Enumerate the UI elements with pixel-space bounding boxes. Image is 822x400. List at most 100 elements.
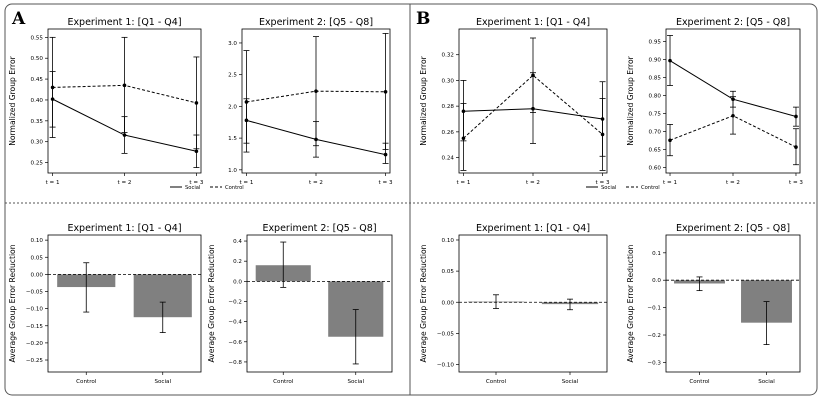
- A4-y-tick-label: −0.6: [228, 340, 242, 346]
- A4-y-tick-label: 0.2: [233, 259, 242, 265]
- B1-control-series-line: [463, 74, 603, 139]
- B3-x-tick-label: Social: [562, 379, 579, 385]
- A1-legend-label-control: Control: [225, 185, 244, 191]
- B2-y-tick-label: 0.80: [649, 94, 662, 100]
- A2-x-tick-label: t = 1: [239, 180, 253, 186]
- panel-label-a: A: [11, 9, 26, 29]
- B3-chart-title: Experiment 1: [Q1 - Q4]: [476, 223, 590, 234]
- B4-chart-title: Experiment 2: [Q5 - Q8]: [676, 223, 790, 234]
- B3-y-tick-label: 0.00: [442, 300, 455, 306]
- B2-y-tick-label: 0.75: [649, 112, 662, 118]
- A3-y-tick-label: −0.10: [26, 307, 44, 313]
- A3-x-tick-label: Control: [76, 379, 97, 385]
- A2-y-tick-label: 2.5: [228, 73, 237, 79]
- B1-x-tick-label: t = 2: [526, 180, 540, 186]
- A2-y-tick-label: 2.0: [228, 104, 237, 110]
- B2-y-tick-label: 0.65: [649, 148, 662, 154]
- B4-x-tick-label: Control: [689, 379, 710, 385]
- A3-y-tick-label: 0.05: [31, 255, 44, 261]
- B2-y-tick-label: 0.60: [649, 166, 662, 172]
- A1-x-tick-label: t = 2: [118, 180, 132, 186]
- A2-control-data-point: [314, 89, 318, 93]
- A1-y-tick-label: 0.35: [31, 119, 44, 125]
- B1-y-tick-label: 0.26: [442, 130, 455, 136]
- A2-chart-title: Experiment 2: [Q5 - Q8]: [259, 17, 373, 28]
- A1-y-tick-label: 0.45: [31, 77, 44, 83]
- A3-y-tick-label: −0.25: [26, 358, 44, 364]
- B4-y-axis-label: Average Group Error Reduction: [626, 244, 635, 362]
- A3-y-tick-label: −0.20: [26, 341, 44, 347]
- A1-y-tick-label: 0.55: [31, 35, 44, 41]
- A2-y-tick-label: 1.0: [228, 168, 237, 174]
- A1-social-data-point: [194, 149, 199, 154]
- A2-social-data-point: [383, 152, 388, 157]
- A4-y-tick-label: 0.0: [233, 279, 242, 285]
- A3-y-tick-label: 0.00: [31, 272, 44, 278]
- B1-y-tick-label: 0.30: [442, 78, 455, 84]
- B3-y-tick-label: 0.10: [442, 238, 455, 244]
- A2-y-tick-label: 1.5: [228, 136, 237, 142]
- B2-x-tick-label: t = 3: [789, 180, 803, 186]
- A1-y-tick-label: 0.30: [31, 140, 44, 146]
- B1-control-data-point: [531, 73, 535, 78]
- B2-x-tick-label: t = 2: [726, 180, 740, 186]
- A4-x-tick-label: Social: [347, 379, 364, 385]
- B2-chart-title: Experiment 2: [Q5 - Q8]: [676, 17, 790, 28]
- B2-y-tick-label: 0.85: [649, 76, 662, 82]
- A1-x-tick-label: t = 3: [189, 180, 203, 186]
- figure-frame: [4, 3, 818, 396]
- B3-x-tick-label: Control: [486, 379, 507, 385]
- A3-y-axis-label: Average Group Error Reduction: [8, 244, 17, 362]
- A1-y-axis-label: Normalized Group Error: [8, 55, 17, 145]
- B2-control-data-point: [731, 113, 735, 118]
- A1-social-data-point: [122, 133, 127, 137]
- B4-y-tick-label: 0.0: [652, 278, 661, 284]
- B4-y-tick-label: −0.3: [647, 360, 661, 366]
- A1-y-tick-label: 0.25: [31, 161, 44, 167]
- B1-legend-label-social: Social: [601, 185, 616, 191]
- A2-y-tick-label: 3.0: [228, 41, 237, 47]
- B2-x-tick-label: t = 1: [663, 180, 677, 186]
- B3-y-tick-label: −0.10: [437, 363, 455, 369]
- B2-y-tick-label: 0.90: [649, 58, 662, 64]
- B2-control-data-point: [668, 138, 672, 143]
- A3-y-tick-label: −0.05: [26, 290, 44, 296]
- B4-y-tick-label: 0.1: [652, 251, 661, 257]
- B1-y-tick-label: 0.24: [442, 156, 455, 162]
- A3-chart-title: Experiment 1: [Q1 - Q4]: [67, 223, 181, 234]
- B4-y-tick-label: −0.1: [647, 306, 661, 312]
- B2-y-axis-label: Normalized Group Error: [626, 55, 635, 145]
- A3-y-tick-label: 0.10: [31, 238, 44, 244]
- B1-legend-label-control: Control: [641, 185, 660, 191]
- A1-y-tick-label: 0.40: [31, 98, 44, 104]
- A4-y-tick-label: −0.4: [228, 320, 242, 326]
- A1-x-tick-label: t = 1: [46, 180, 60, 186]
- B2-control-data-point: [794, 145, 798, 149]
- B2-y-tick-label: 0.95: [649, 40, 662, 46]
- A4-chart-title: Experiment 2: [Q5 - Q8]: [262, 223, 376, 234]
- A2-control-data-point: [244, 100, 249, 104]
- A3-x-tick-label: Social: [154, 379, 171, 385]
- A4-x-tick-label: Control: [273, 379, 294, 385]
- B1-control-data-point: [600, 132, 605, 137]
- A4-y-axis-label: Average Group Error Reduction: [207, 244, 216, 362]
- A1-chart-title: Experiment 1: [Q1 - Q4]: [67, 17, 181, 28]
- A2-x-tick-label: t = 3: [379, 180, 393, 186]
- panel-label-b: B: [416, 9, 430, 29]
- charts-container: Experiment 1: [Q1 - Q4] Normalized Group …: [8, 17, 803, 385]
- B1-x-tick-label: t = 1: [456, 180, 470, 186]
- A2-x-tick-label: t = 2: [309, 180, 323, 186]
- A1-control-data-point: [194, 101, 199, 105]
- B4-y-tick-label: −0.2: [647, 333, 661, 339]
- B2-y-tick-label: 0.70: [649, 130, 662, 136]
- A4-y-tick-label: 0.4: [233, 239, 242, 245]
- B1-y-tick-label: 0.28: [442, 104, 455, 110]
- A4-y-tick-label: −0.8: [228, 360, 242, 366]
- A1-legend-label-social: Social: [185, 185, 200, 191]
- A1-y-tick-label: 0.50: [31, 56, 44, 62]
- B1-y-tick-label: 0.32: [442, 53, 454, 59]
- A2-control-data-point: [383, 90, 388, 94]
- B1-control-data-point: [461, 136, 466, 141]
- A1-control-data-point: [122, 83, 127, 88]
